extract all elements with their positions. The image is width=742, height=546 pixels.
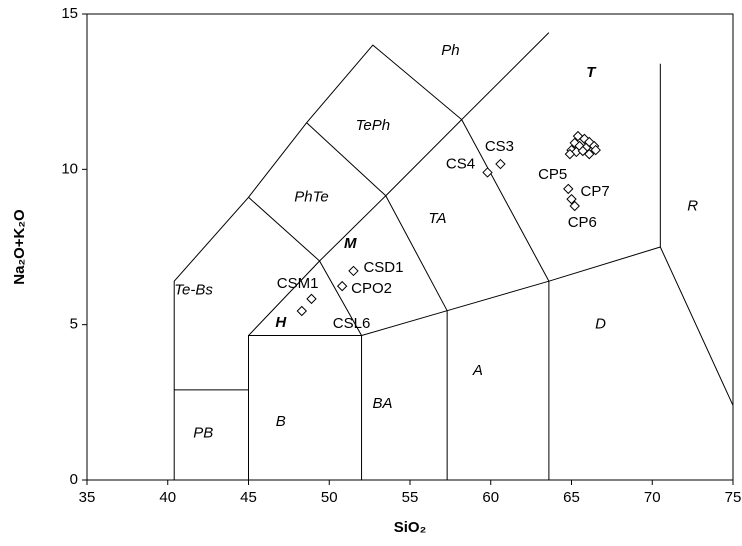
field-label: M: [344, 235, 357, 252]
field-label: PB: [193, 424, 213, 441]
field-boundary: [248, 335, 363, 480]
field-label: Te-Bs: [174, 281, 213, 298]
data-point: [569, 137, 580, 149]
x-tick-label: 70: [644, 489, 661, 506]
data-point: [306, 293, 317, 305]
point-label: CSM1: [277, 275, 319, 292]
field-boundary: [248, 122, 387, 262]
point-label: CS3: [485, 138, 514, 155]
data-point: [590, 144, 601, 156]
point-label: CP6: [568, 214, 597, 231]
x-tick-label: 40: [159, 489, 176, 506]
x-tick-label: 65: [563, 489, 580, 506]
field-boundary: [385, 118, 550, 282]
y-tick-label: 10: [61, 160, 78, 177]
data-point: [495, 158, 506, 170]
x-tick-label: 60: [482, 489, 499, 506]
y-tick-label: 5: [70, 316, 78, 333]
field-label: T: [586, 64, 597, 81]
data-point: [584, 148, 595, 160]
point-label: CSL6: [333, 315, 371, 332]
data-point: [348, 265, 359, 277]
data-point: [569, 200, 580, 212]
field-label: B: [276, 413, 286, 430]
point-label: CP7: [581, 183, 610, 200]
y-tick-label: 0: [70, 471, 78, 488]
field-boundary: [248, 260, 362, 336]
field-label: R: [687, 198, 698, 215]
plot-frame: [86, 13, 734, 481]
field-label: PhTe: [294, 188, 328, 205]
field-label: BA: [373, 395, 393, 412]
x-tick-label: 35: [79, 489, 96, 506]
field-label: Ph: [441, 42, 459, 59]
point-label: CP5: [538, 166, 567, 183]
field-label: A: [472, 362, 483, 379]
data-point: [482, 167, 493, 178]
x-tick-label: 75: [725, 489, 742, 506]
field-label: TePh: [356, 117, 390, 134]
data-point: [563, 183, 574, 195]
x-axis-title: SiO₂: [394, 519, 427, 536]
data-point: [336, 280, 348, 292]
point-label: CS4: [446, 155, 475, 172]
field-boundary: [385, 195, 448, 311]
y-axis-title: Na₂O+K₂O: [11, 209, 28, 285]
data-point: [296, 305, 308, 317]
x-tick-label: 55: [402, 489, 419, 506]
field-label: H: [275, 314, 287, 331]
x-tick-label: 50: [321, 489, 338, 506]
x-tick-label: 45: [240, 489, 257, 506]
data-point: [566, 193, 577, 205]
y-tick-label: 15: [61, 5, 78, 22]
field-boundary: [361, 246, 734, 406]
field-label: TA: [428, 210, 446, 227]
point-label: CSD1: [363, 259, 403, 276]
data-point: [564, 148, 576, 160]
field-label: D: [595, 316, 606, 333]
point-label: CPO2: [351, 280, 392, 297]
